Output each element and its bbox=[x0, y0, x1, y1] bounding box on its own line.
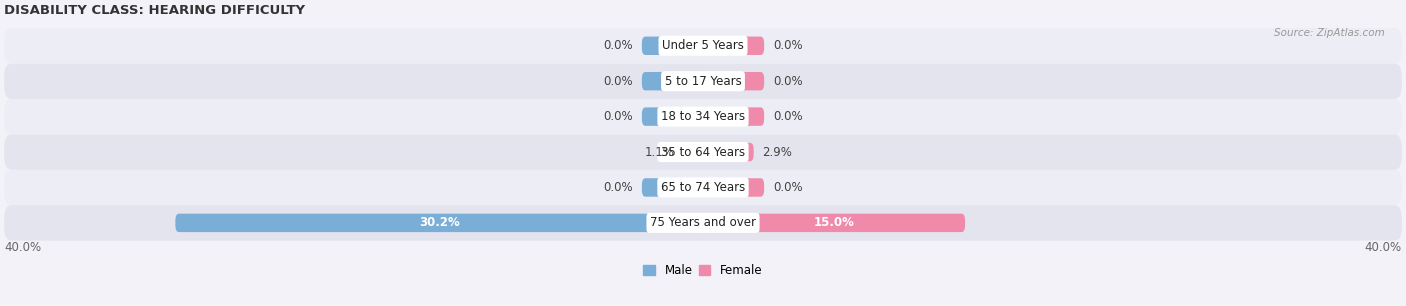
FancyBboxPatch shape bbox=[4, 134, 1402, 170]
Text: 0.0%: 0.0% bbox=[773, 75, 803, 88]
Text: 0.0%: 0.0% bbox=[603, 181, 633, 194]
Text: 1.1%: 1.1% bbox=[645, 146, 675, 159]
Text: 0.0%: 0.0% bbox=[603, 39, 633, 52]
FancyBboxPatch shape bbox=[703, 72, 763, 90]
Text: 15.0%: 15.0% bbox=[814, 216, 855, 230]
FancyBboxPatch shape bbox=[643, 72, 703, 90]
FancyBboxPatch shape bbox=[683, 143, 703, 161]
Text: 35 to 64 Years: 35 to 64 Years bbox=[661, 146, 745, 159]
FancyBboxPatch shape bbox=[4, 63, 1402, 99]
FancyBboxPatch shape bbox=[176, 214, 703, 232]
Text: 30.2%: 30.2% bbox=[419, 216, 460, 230]
FancyBboxPatch shape bbox=[703, 178, 763, 197]
Text: 0.0%: 0.0% bbox=[773, 181, 803, 194]
Text: 0.0%: 0.0% bbox=[603, 110, 633, 123]
FancyBboxPatch shape bbox=[703, 36, 763, 55]
Text: 5 to 17 Years: 5 to 17 Years bbox=[665, 75, 741, 88]
Text: Under 5 Years: Under 5 Years bbox=[662, 39, 744, 52]
Text: 0.0%: 0.0% bbox=[773, 110, 803, 123]
Text: 18 to 34 Years: 18 to 34 Years bbox=[661, 110, 745, 123]
Text: Source: ZipAtlas.com: Source: ZipAtlas.com bbox=[1274, 28, 1385, 38]
FancyBboxPatch shape bbox=[4, 99, 1402, 134]
Text: 40.0%: 40.0% bbox=[1365, 241, 1402, 254]
FancyBboxPatch shape bbox=[643, 36, 703, 55]
Text: 0.0%: 0.0% bbox=[603, 75, 633, 88]
FancyBboxPatch shape bbox=[4, 28, 1402, 63]
Text: 0.0%: 0.0% bbox=[773, 39, 803, 52]
FancyBboxPatch shape bbox=[703, 214, 965, 232]
Text: 65 to 74 Years: 65 to 74 Years bbox=[661, 181, 745, 194]
Legend: Male, Female: Male, Female bbox=[638, 259, 768, 282]
Text: 75 Years and over: 75 Years and over bbox=[650, 216, 756, 230]
FancyBboxPatch shape bbox=[643, 107, 703, 126]
FancyBboxPatch shape bbox=[4, 205, 1402, 241]
FancyBboxPatch shape bbox=[703, 107, 763, 126]
FancyBboxPatch shape bbox=[4, 170, 1402, 205]
FancyBboxPatch shape bbox=[643, 178, 703, 197]
Text: DISABILITY CLASS: HEARING DIFFICULTY: DISABILITY CLASS: HEARING DIFFICULTY bbox=[4, 4, 305, 17]
Text: 40.0%: 40.0% bbox=[4, 241, 41, 254]
Text: 2.9%: 2.9% bbox=[762, 146, 792, 159]
FancyBboxPatch shape bbox=[703, 143, 754, 161]
